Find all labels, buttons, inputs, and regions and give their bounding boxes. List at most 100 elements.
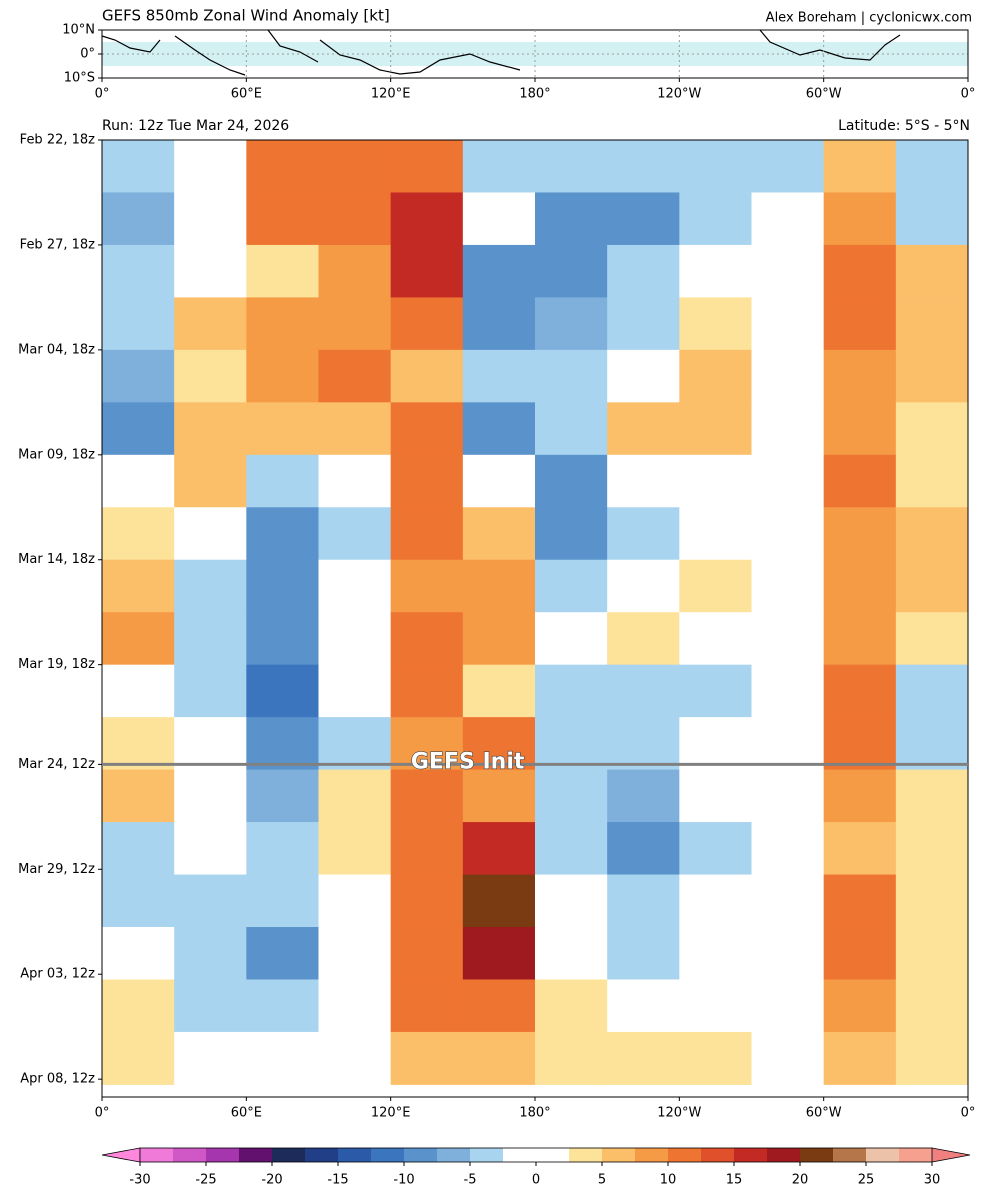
heat-cell xyxy=(823,664,897,718)
heat-cell xyxy=(751,559,825,613)
y-tick-label: Mar 24, 12z xyxy=(18,757,95,772)
heat-cell xyxy=(246,454,319,508)
run-label: Run: 12z Tue Mar 24, 2026 xyxy=(102,118,289,134)
heat-cell xyxy=(390,402,464,456)
heat-cell xyxy=(823,717,897,771)
heat-cell xyxy=(174,454,247,508)
map-y-tick-label: 10°N xyxy=(62,23,95,38)
heat-cell xyxy=(102,349,175,403)
heat-cell xyxy=(607,507,680,561)
y-tick-label: Mar 19, 18z xyxy=(18,657,95,672)
heat-cell xyxy=(390,822,464,876)
colorbar-over xyxy=(931,1147,971,1163)
heat-cell xyxy=(535,507,608,561)
colorbar-tick-label: -30 xyxy=(129,1173,150,1188)
y-tick-label: Apr 08, 12z xyxy=(20,1072,95,1087)
colorbar-tick-label: 25 xyxy=(858,1173,875,1188)
coastlines xyxy=(101,29,901,76)
heat-cell xyxy=(246,244,319,298)
heat-cell xyxy=(823,927,897,980)
heat-cell xyxy=(751,769,825,823)
heat-cell xyxy=(318,664,392,718)
heat-cell xyxy=(102,297,175,351)
heat-cell xyxy=(679,612,752,666)
heat-cell xyxy=(174,874,247,928)
heat-cell xyxy=(895,717,969,771)
map-x-tick-label: 120°W xyxy=(657,87,701,102)
heat-cell xyxy=(535,402,608,456)
heat-cell xyxy=(390,559,464,613)
heat-cell xyxy=(246,822,319,876)
heat-cell xyxy=(390,192,464,246)
heat-cell xyxy=(318,244,392,298)
heat-cell xyxy=(174,140,247,193)
heat-cell xyxy=(751,717,825,771)
heat-cell xyxy=(102,927,175,980)
heat-cell xyxy=(174,822,247,876)
x-tick-label: 0° xyxy=(95,1106,110,1121)
heat-cell xyxy=(462,1031,536,1085)
heat-cell xyxy=(318,769,392,823)
heat-cell xyxy=(751,664,825,718)
heat-cell xyxy=(246,192,319,246)
heat-cell xyxy=(535,454,608,508)
heat-cell xyxy=(390,979,464,1033)
colorbar-swatch xyxy=(371,1148,405,1162)
heat-cell xyxy=(462,664,536,718)
heat-cell xyxy=(462,140,536,193)
heat-cell xyxy=(823,874,897,928)
heat-cell xyxy=(751,822,825,876)
heat-cell xyxy=(390,507,464,561)
heat-cell xyxy=(174,192,247,246)
heat-cell xyxy=(607,822,680,876)
heat-cell xyxy=(390,454,464,508)
heat-cell xyxy=(607,927,680,980)
colorbar-tick-label: 15 xyxy=(726,1173,743,1188)
heat-cell xyxy=(751,402,825,456)
colorbar-swatch xyxy=(833,1148,867,1162)
colorbar-swatch xyxy=(470,1148,504,1162)
heat-cell xyxy=(102,1031,175,1085)
init-annotation: GEFS Init xyxy=(411,749,525,774)
heat-cell xyxy=(174,507,247,561)
heat-cell xyxy=(535,297,608,351)
heat-cell xyxy=(607,1031,680,1085)
heat-cell xyxy=(102,769,175,823)
heat-cell xyxy=(462,402,536,456)
heat-cell xyxy=(607,402,680,456)
colorbar-tick-label: 20 xyxy=(792,1173,809,1188)
colorbar-swatch xyxy=(536,1148,570,1162)
heat-cell xyxy=(535,979,608,1033)
heat-cell xyxy=(607,454,680,508)
heat-cell xyxy=(102,140,175,193)
heat-cell xyxy=(679,717,752,771)
heat-cell xyxy=(462,507,536,561)
heat-cell xyxy=(751,612,825,666)
colorbar-tick-label: -10 xyxy=(393,1173,414,1188)
colorbar-tick-label: 30 xyxy=(924,1173,941,1188)
heat-cell xyxy=(318,927,392,980)
heat-cell xyxy=(174,927,247,980)
heat-cell xyxy=(390,349,464,403)
heat-cell xyxy=(679,349,752,403)
heat-cell xyxy=(751,507,825,561)
heat-cell xyxy=(895,874,969,928)
heat-cell xyxy=(462,559,536,613)
heat-cell xyxy=(318,559,392,613)
heat-cell xyxy=(895,297,969,351)
heat-cell xyxy=(318,402,392,456)
heat-cell xyxy=(102,507,175,561)
heat-cell xyxy=(607,612,680,666)
heat-cell xyxy=(895,612,969,666)
heat-cell xyxy=(607,349,680,403)
heat-cell xyxy=(823,507,897,561)
heat-cell xyxy=(751,454,825,508)
heat-cell xyxy=(462,192,536,246)
heat-cell xyxy=(318,979,392,1033)
heat-cell xyxy=(462,874,536,928)
map-x-tick-label: 60°W xyxy=(806,87,842,102)
colorbar-swatch xyxy=(899,1148,933,1162)
heat-cell xyxy=(751,927,825,980)
heat-cell xyxy=(246,717,319,771)
heat-cell xyxy=(607,769,680,823)
